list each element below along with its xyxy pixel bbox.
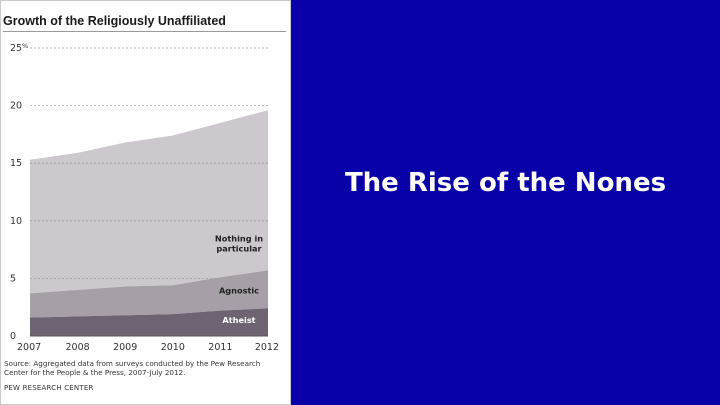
series-label-atheist: Atheist (222, 315, 255, 325)
series-label-nothing-in-particular: Nothing in (215, 233, 263, 243)
x-tick-label: 2012 (255, 342, 279, 353)
chart-panel: Growth of the Religiously Unaffiliated 0… (0, 0, 291, 405)
series-label-nothing-in-particular: particular (216, 243, 262, 253)
area-atheist (30, 308, 268, 336)
area-nothing-in-particular (30, 110, 268, 294)
y-tick-label: 5 (10, 273, 16, 284)
y-tick-label: 0 (10, 331, 16, 342)
x-tick-label: 2010 (161, 342, 185, 353)
title-divider (3, 31, 286, 32)
y-tick-label: 20 (10, 101, 22, 112)
x-tick-label: 2007 (17, 342, 41, 353)
y-tick-label: 15 (10, 158, 22, 169)
x-tick-label: 2009 (113, 342, 137, 353)
chart-source-note: Source: Aggregated data from surveys con… (4, 359, 261, 377)
x-tick-label: 2011 (208, 342, 232, 353)
area-chart: 0 5 10 15 20 25 % 2007 2008 2009 2010 2011 2012 Athei… (10, 42, 279, 353)
area-agnostic (30, 270, 268, 318)
series-label-agnostic: Agnostic (219, 285, 259, 295)
chart-organization: PEW RESEARCH CENTER (4, 384, 94, 392)
y-unit-label: % (22, 42, 28, 50)
x-tick-label: 2008 (66, 342, 90, 353)
y-tick-label: 25 (10, 43, 22, 54)
y-tick-label: 10 (10, 216, 22, 227)
chart-title: Growth of the Religiously Unaffiliated (3, 14, 226, 28)
slide-title: The Rise of the Nones (344, 168, 667, 198)
